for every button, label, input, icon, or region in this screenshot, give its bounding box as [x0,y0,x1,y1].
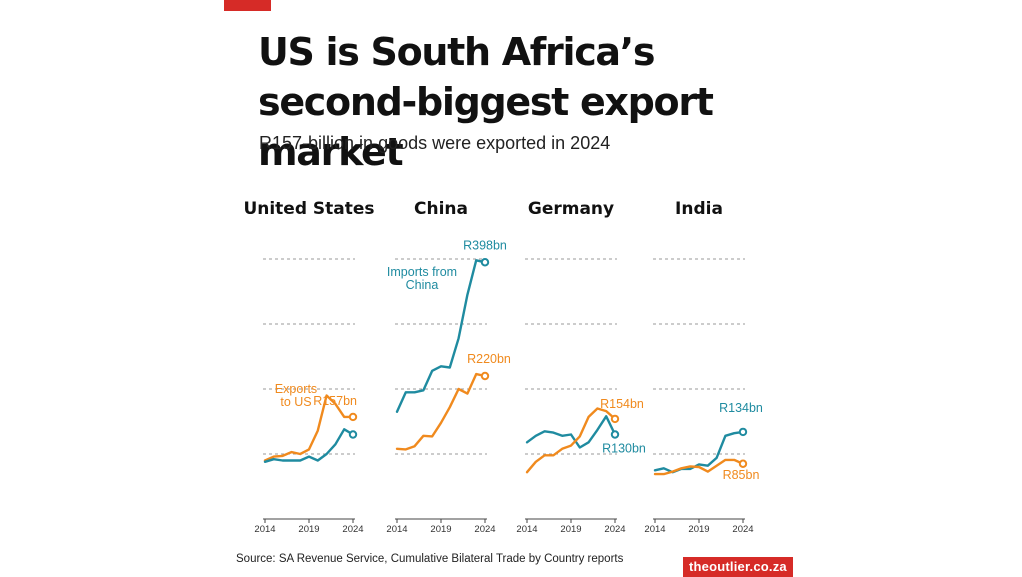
x-tick-label: 2019 [688,524,709,535]
x-tick-label: 2014 [254,524,275,535]
end-point-marker [348,430,358,439]
accent-bar [224,0,271,11]
series-line-exports-germany [525,407,617,474]
series-annotation: China [406,278,439,292]
x-tick-label: 2014 [386,524,407,535]
end-value-label: R85bn [723,468,760,482]
series-annotation: to US [280,395,311,409]
source-note: Source: SA Revenue Service, Cumulative B… [236,553,624,565]
x-tick-label: 2024 [732,524,753,535]
brand-badge[interactable]: theoutlier.co.za [683,557,793,577]
panel-title-united-states: United States [243,199,374,219]
x-tick-label: 2024 [474,524,495,535]
end-value-label: R134bn [719,401,763,415]
end-value-label: R130bn [602,442,646,456]
series-line-exports-united-states [263,394,355,462]
end-point-marker [738,459,748,468]
series-line-imports-united-states [263,428,355,463]
series-annotation: Imports from [387,265,457,279]
end-point-marker [480,371,490,381]
x-tick-label: 2024 [604,524,625,535]
series-line-exports-india [653,458,745,476]
panel-title-germany: Germany [528,199,614,219]
chart-subtitle: R157-billion in goods were exported in 2… [259,133,611,153]
series-line-imports-india [653,430,745,474]
end-value-label: R398bn [463,238,507,252]
series-annotation: Exports [275,382,317,396]
panel-title-india: India [675,199,723,219]
panel-title-china: China [414,199,468,219]
x-tick-label: 2019 [430,524,451,535]
end-point-marker [480,258,490,267]
x-tick-label: 2024 [342,524,363,535]
x-tick-label: 2014 [516,524,537,535]
chart-title: US is South Africa’s second-biggest expo… [258,30,714,174]
x-tick-label: 2019 [560,524,581,535]
series-line-imports-china [395,259,487,413]
end-point-marker [348,412,358,422]
end-point-marker [610,430,620,439]
x-tick-label: 2014 [644,524,665,535]
series-line-imports-germany [525,415,617,449]
end-value-label: R220bn [467,352,511,366]
x-tick-label: 2019 [298,524,319,535]
end-point-marker [738,427,748,437]
series-line-exports-china [395,372,487,451]
end-value-label: R157bn [313,394,357,408]
end-point-marker [610,414,620,424]
end-value-label: R154bn [600,397,644,411]
